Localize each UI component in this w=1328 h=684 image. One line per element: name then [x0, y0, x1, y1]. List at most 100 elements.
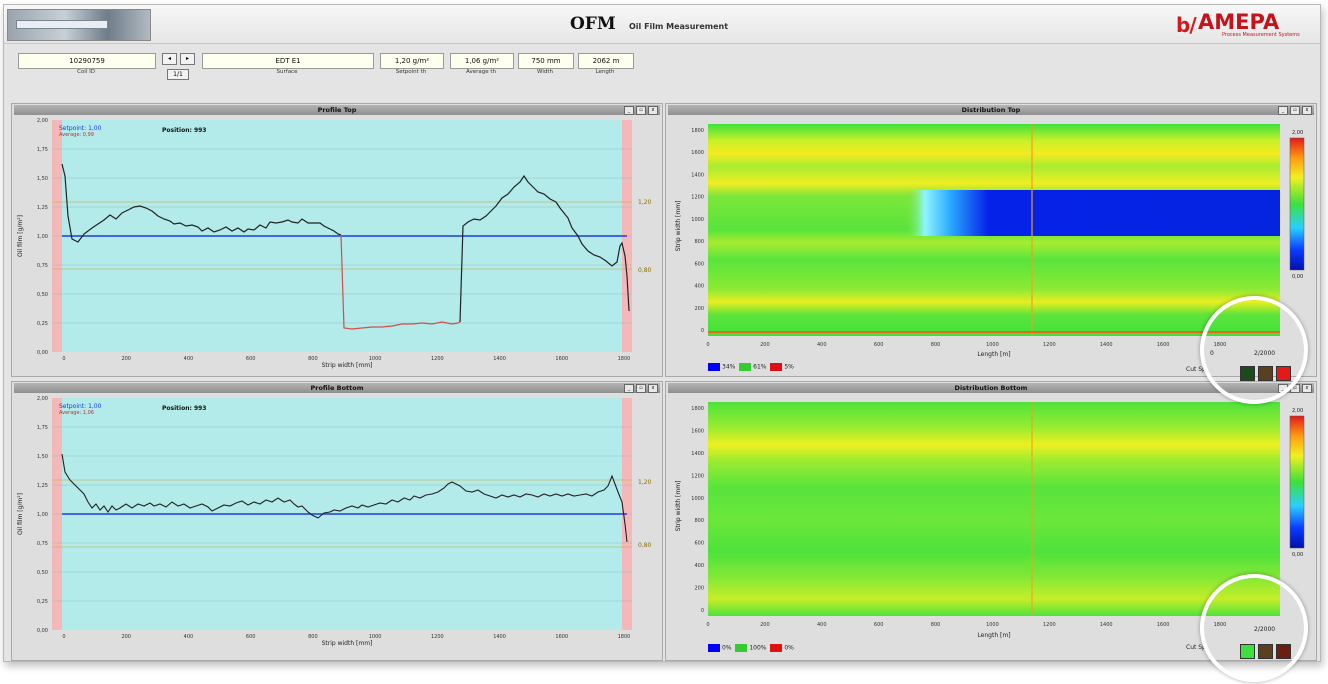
heatmap-low-region [906, 190, 1280, 236]
restore-icon[interactable]: ▫ [636, 106, 646, 115]
legend-label-high: 5% [784, 363, 794, 371]
panel-window-buttons: _ ▫ x [1278, 106, 1312, 115]
legend-swatch-low [708, 644, 720, 652]
brand-logo: b/ AMEPA Process Measurement Systems [1176, 10, 1312, 38]
x-tick-label: 1000 [369, 356, 382, 362]
x-axis-label: Length [m] [977, 632, 1010, 639]
legend-swatch-mid [739, 363, 752, 371]
x-tick-label: 1600 [555, 634, 568, 640]
close-icon[interactable]: x [1302, 106, 1312, 115]
legend-label-low: 34% [722, 363, 736, 371]
y-tick-label: 2,00 [37, 118, 48, 124]
x-axis-label: Length [m] [977, 351, 1010, 358]
distribution-legend: 0% 100% 0% [708, 644, 794, 652]
y-tick-label: 1000 [691, 496, 704, 502]
y-tick-label: 1,75 [37, 147, 48, 153]
x-tick-label: 1400 [493, 634, 506, 640]
minimize-icon[interactable]: _ [1278, 106, 1288, 115]
y-axis-label: Strip width [mm] [675, 481, 682, 532]
restore-icon[interactable]: ▫ [1290, 106, 1300, 115]
position-text: Position: 993 [162, 127, 206, 134]
panel-title: Distribution Top [668, 105, 1314, 115]
prev-coil-button[interactable]: ◂ [162, 53, 177, 65]
x-tick-label: 1400 [1100, 342, 1113, 348]
x-tick-label: 0 [706, 622, 709, 628]
surface-field[interactable]: EDT E1 [202, 53, 374, 69]
app-logo [7, 9, 151, 41]
y-tick-label: 400 [694, 563, 704, 569]
scale-max: 2,00 [1292, 408, 1303, 414]
legend-swatch-low [708, 363, 720, 371]
x-tick-label: 1800 [618, 634, 631, 640]
panel-window-buttons: _ ▫ x [624, 106, 658, 115]
close-icon[interactable]: x [648, 106, 658, 115]
info-bar: 10290759 Coil ID ◂ ▸ 1/1 EDT E1 Surface … [4, 45, 1320, 93]
panel-title: Distribution Bottom [668, 383, 1314, 393]
x-tick-label: 800 [308, 634, 318, 640]
length-label: Length [595, 69, 615, 75]
x-tick-label: 0 [706, 342, 709, 348]
width-label: Width [537, 69, 553, 75]
x-tick-label: 400 [817, 622, 827, 628]
setpoint-label: Setpoint th [395, 69, 427, 75]
restore-icon[interactable]: ▫ [636, 384, 646, 393]
close-icon[interactable]: x [648, 384, 658, 393]
app-title: OFM [570, 14, 616, 34]
app-subtitle: Oil Film Measurement [629, 22, 729, 31]
brand-mark: b/ [1176, 13, 1197, 37]
y-axis-label: Oil film [g/m²] [17, 215, 24, 257]
brand-name: AMEPA [1198, 10, 1280, 34]
y-tick-label: 1400 [691, 451, 704, 457]
y-tick-label: 0,00 [37, 350, 48, 356]
x-tick-label: 400 [817, 342, 827, 348]
distribution-top-heatmap: 1800 1600 1400 1200 1000 800 600 400 200 0 0 200 40… [675, 124, 1305, 358]
x-tick-label: 0 [62, 356, 65, 362]
y-tick-label: 0,00 [37, 628, 48, 634]
cut-label: Cut Sp [1186, 366, 1206, 373]
legend-label-mid: 100% [749, 644, 767, 652]
x-tick-label: 1000 [986, 622, 999, 628]
x-tick-label: 1000 [369, 634, 382, 640]
y-tick-label: 200 [694, 586, 704, 592]
legend-label-mid: 61% [753, 363, 767, 371]
x-tick-label: 200 [121, 634, 131, 640]
y-tick-label: 1600 [691, 150, 704, 156]
minimize-icon[interactable]: _ [624, 384, 634, 393]
profile-top-chart: 2,00 1,75 1,50 1,25 1,00 0,75 0,50 0,25 0,00 0 20… [17, 118, 652, 369]
legend-label-high: 0% [784, 644, 794, 652]
lower-limit-tick: 0,80 [638, 542, 652, 549]
upper-limit-tick: 1,20 [638, 479, 652, 486]
average-field: 1,06 g/m² [450, 53, 514, 69]
y-tick-label: 2,00 [37, 396, 48, 402]
y-tick-label: 0,75 [37, 263, 48, 269]
next-coil-button[interactable]: ▸ [180, 53, 195, 65]
x-tick-label: 800 [931, 622, 941, 628]
distribution-bottom-heatmap: 1800 1600 1400 1200 1000 800 600 400 200 0 0 200 40… [675, 402, 1305, 639]
x-tick-label: 1600 [1157, 622, 1170, 628]
profile-line-right [459, 174, 630, 323]
x-tick-label: 0 [62, 634, 65, 640]
minimize-icon[interactable]: _ [624, 106, 634, 115]
scale-min: 0,00 [1292, 274, 1303, 280]
y-tick-label: 0 [701, 328, 704, 334]
y-tick-label: 0,50 [37, 570, 48, 576]
panel-window-buttons: _ ▫ x [624, 384, 658, 393]
y-tick-label: 1400 [691, 172, 704, 178]
x-tick-label: 200 [760, 342, 770, 348]
x-tick-label: 1200 [431, 356, 444, 362]
y-tick-label: 1,00 [37, 512, 48, 518]
close-icon[interactable]: x [1302, 384, 1312, 393]
x-tick-label: 400 [184, 356, 194, 362]
coil-id-field[interactable]: 10290759 [18, 53, 156, 69]
profile-bottom-chart: 2,00 1,75 1,50 1,25 1,00 0,75 0,50 0,25 0,00 0 20… [17, 396, 652, 647]
y-tick-label: 600 [694, 261, 704, 267]
y-tick-label: 1,25 [37, 483, 48, 489]
setpoint-text: Setpoint: 1,00 [59, 403, 102, 410]
x-tick-label: 1800 [618, 356, 631, 362]
coil-index-button[interactable]: 1/1 [167, 69, 189, 80]
profile-line [61, 163, 342, 243]
legend-swatch-high [770, 363, 783, 371]
surface-label: Surface [276, 69, 298, 75]
setpoint-field[interactable]: 1,20 g/m² [380, 53, 444, 69]
x-tick-label: 1200 [431, 634, 444, 640]
